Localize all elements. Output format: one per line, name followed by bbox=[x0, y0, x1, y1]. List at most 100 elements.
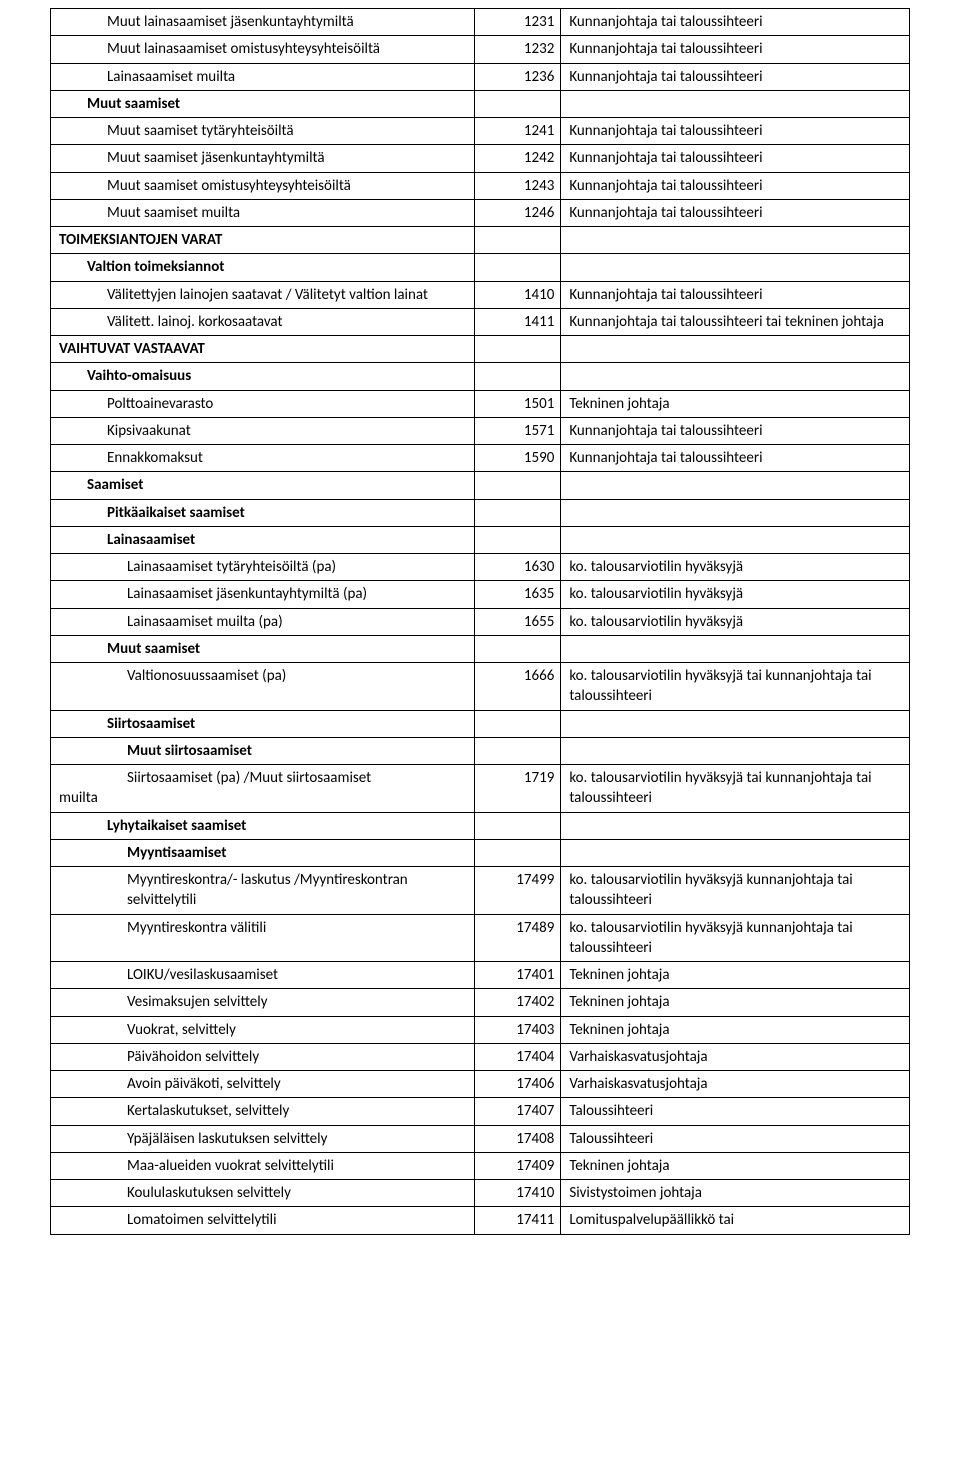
table-row: Vaihto-omaisuus bbox=[51, 363, 910, 390]
table-row: Muut saamiset muilta1246Kunnanjohtaja ta… bbox=[51, 199, 910, 226]
account-name-text: Ennakkomaksut bbox=[59, 448, 468, 468]
account-name-cell: TOIMEKSIANTOJEN VARAT bbox=[51, 227, 475, 254]
table-row: Vesimaksujen selvittely17402Tekninen joh… bbox=[51, 989, 910, 1016]
account-name-text: Muut siirtosaamiset bbox=[59, 741, 468, 761]
approver-cell bbox=[561, 336, 910, 363]
account-code-cell: 1243 bbox=[474, 172, 560, 199]
account-name-text: Muut saamiset bbox=[59, 639, 468, 659]
approver-cell bbox=[561, 710, 910, 737]
approver-cell: Taloussihteeri bbox=[561, 1098, 910, 1125]
approver-cell: Kunnanjohtaja tai taloussihteeri bbox=[561, 145, 910, 172]
approver-cell: Kunnanjohtaja tai taloussihteeri bbox=[561, 118, 910, 145]
table-row: Lainasaamiset muilta1236Kunnanjohtaja ta… bbox=[51, 63, 910, 90]
account-name-cell: Välitett. lainoj. korkosaatavat bbox=[51, 308, 475, 335]
account-name-text: Myyntireskontra välitili bbox=[59, 918, 468, 938]
account-code-cell: 1501 bbox=[474, 390, 560, 417]
account-name-cell: Vuokrat, selvittely bbox=[51, 1016, 475, 1043]
account-code-cell: 17403 bbox=[474, 1016, 560, 1043]
approver-cell: Taloussihteeri bbox=[561, 1125, 910, 1152]
account-name-text: TOIMEKSIANTOJEN VARAT bbox=[59, 230, 468, 250]
table-row: TOIMEKSIANTOJEN VARAT bbox=[51, 227, 910, 254]
account-name-text: Koululaskutuksen selvittely bbox=[59, 1183, 468, 1203]
account-name-cell: Siirtosaamiset bbox=[51, 710, 475, 737]
account-name-cell: Vaihto-omaisuus bbox=[51, 363, 475, 390]
approver-cell bbox=[561, 90, 910, 117]
account-code-cell bbox=[474, 499, 560, 526]
approver-cell: Lomituspalvelupäällikkö tai bbox=[561, 1207, 910, 1234]
approver-cell bbox=[561, 526, 910, 553]
approver-cell bbox=[561, 363, 910, 390]
approver-cell: Kunnanjohtaja tai taloussihteeri bbox=[561, 63, 910, 90]
approver-cell: Kunnanjohtaja tai taloussihteeri bbox=[561, 281, 910, 308]
table-row: Valtion toimeksiannot bbox=[51, 254, 910, 281]
table-row: Valtionosuussaamiset (pa)1666ko. talousa… bbox=[51, 663, 910, 711]
approver-cell: Kunnanjohtaja tai taloussihteeri tai tek… bbox=[561, 308, 910, 335]
account-name-cell: Lainasaamiset muilta bbox=[51, 63, 475, 90]
account-code-cell bbox=[474, 363, 560, 390]
account-code-cell: 1635 bbox=[474, 581, 560, 608]
account-code-cell: 17408 bbox=[474, 1125, 560, 1152]
account-name-cell: Muut saamiset tytäryhteisöiltä bbox=[51, 118, 475, 145]
approver-cell bbox=[561, 812, 910, 839]
approver-cell: Kunnanjohtaja tai taloussihteeri bbox=[561, 445, 910, 472]
account-code-cell: 1655 bbox=[474, 608, 560, 635]
account-name-cell: Ennakkomaksut bbox=[51, 445, 475, 472]
account-name-cell: Päivähoidon selvittely bbox=[51, 1043, 475, 1070]
account-name-text: Muut lainasaamiset omistusyhteysyhteisöi… bbox=[59, 39, 468, 59]
account-code-cell: 1719 bbox=[474, 765, 560, 813]
table-row: Välitettyjen lainojen saatavat / Välitet… bbox=[51, 281, 910, 308]
table-row: Muut lainasaamiset jäsenkuntayhtymiltä12… bbox=[51, 9, 910, 36]
account-code-cell: 17409 bbox=[474, 1152, 560, 1179]
account-name-text: Polttoainevarasto bbox=[59, 394, 468, 414]
account-name-cell: Myyntireskontra välitili bbox=[51, 914, 475, 962]
table-body: Muut lainasaamiset jäsenkuntayhtymiltä12… bbox=[51, 9, 910, 1235]
account-name-text: Ypäjäläisen laskutuksen selvittely bbox=[59, 1129, 468, 1149]
account-name-cell: Lainasaamiset bbox=[51, 526, 475, 553]
account-code-cell bbox=[474, 90, 560, 117]
table-row: Koululaskutuksen selvittely17410Sivistys… bbox=[51, 1180, 910, 1207]
table-row: Muut saamiset jäsenkuntayhtymiltä1242Kun… bbox=[51, 145, 910, 172]
account-name-cell: VAIHTUVAT VASTAAVAT bbox=[51, 336, 475, 363]
account-code-cell: 17404 bbox=[474, 1043, 560, 1070]
approver-cell: ko. talousarviotilin hyväksyjä bbox=[561, 608, 910, 635]
approver-cell: ko. talousarviotilin hyväksyjä kunnanjoh… bbox=[561, 914, 910, 962]
approver-cell bbox=[561, 839, 910, 866]
approver-cell: ko. talousarviotilin hyväksyjä bbox=[561, 581, 910, 608]
account-name-text: VAIHTUVAT VASTAAVAT bbox=[59, 339, 468, 359]
table-row: VAIHTUVAT VASTAAVAT bbox=[51, 336, 910, 363]
account-code-cell bbox=[474, 472, 560, 499]
approver-cell: Kunnanjohtaja tai taloussihteeri bbox=[561, 172, 910, 199]
table-row: Myyntisaamiset bbox=[51, 839, 910, 866]
table-row: Pitkäaikaiset saamiset bbox=[51, 499, 910, 526]
table-row: Myyntireskontra välitili17489ko. talousa… bbox=[51, 914, 910, 962]
table-row: Lainasaamiset tytäryhteisöiltä (pa)1630k… bbox=[51, 554, 910, 581]
account-code-cell bbox=[474, 839, 560, 866]
approver-cell: Varhaiskasvatusjohtaja bbox=[561, 1071, 910, 1098]
approver-cell: Sivistystoimen johtaja bbox=[561, 1180, 910, 1207]
account-name-cell: Kertalaskutukset, selvittely bbox=[51, 1098, 475, 1125]
account-name-text: Pitkäaikaiset saamiset bbox=[59, 503, 468, 523]
account-name-text: Lomatoimen selvittelytili bbox=[59, 1210, 468, 1230]
table-row: Ennakkomaksut1590Kunnanjohtaja tai talou… bbox=[51, 445, 910, 472]
account-name-text: Vuokrat, selvittely bbox=[59, 1020, 468, 1040]
account-name-text: Lainasaamiset muilta bbox=[59, 67, 468, 87]
account-name-text: Lainasaamiset muilta (pa) bbox=[59, 612, 468, 632]
approver-cell: Tekninen johtaja bbox=[561, 989, 910, 1016]
account-name-text: Vesimaksujen selvittely bbox=[59, 992, 468, 1012]
account-name-text: Kipsivaakunat bbox=[59, 421, 468, 441]
account-code-cell: 1232 bbox=[474, 36, 560, 63]
account-name-cell: Kipsivaakunat bbox=[51, 417, 475, 444]
account-name-text: Myyntisaamiset bbox=[59, 843, 468, 863]
approver-cell bbox=[561, 227, 910, 254]
account-name-cell: Muut lainasaamiset jäsenkuntayhtymiltä bbox=[51, 9, 475, 36]
account-name-text: Valtion toimeksiannot bbox=[59, 257, 468, 277]
approver-cell: Kunnanjohtaja tai taloussihteeri bbox=[561, 417, 910, 444]
table-row: Lainasaamiset jäsenkuntayhtymiltä (pa) 16… bbox=[51, 581, 910, 608]
account-code-cell: 1242 bbox=[474, 145, 560, 172]
approver-cell bbox=[561, 737, 910, 764]
account-name-cell: Ypäjäläisen laskutuksen selvittely bbox=[51, 1125, 475, 1152]
account-name-text: Lainasaamiset jäsenkuntayhtymiltä (pa) bbox=[59, 584, 468, 604]
account-code-cell: 1241 bbox=[474, 118, 560, 145]
account-name-cell: Lainasaamiset tytäryhteisöiltä (pa) bbox=[51, 554, 475, 581]
account-code-cell: 1410 bbox=[474, 281, 560, 308]
